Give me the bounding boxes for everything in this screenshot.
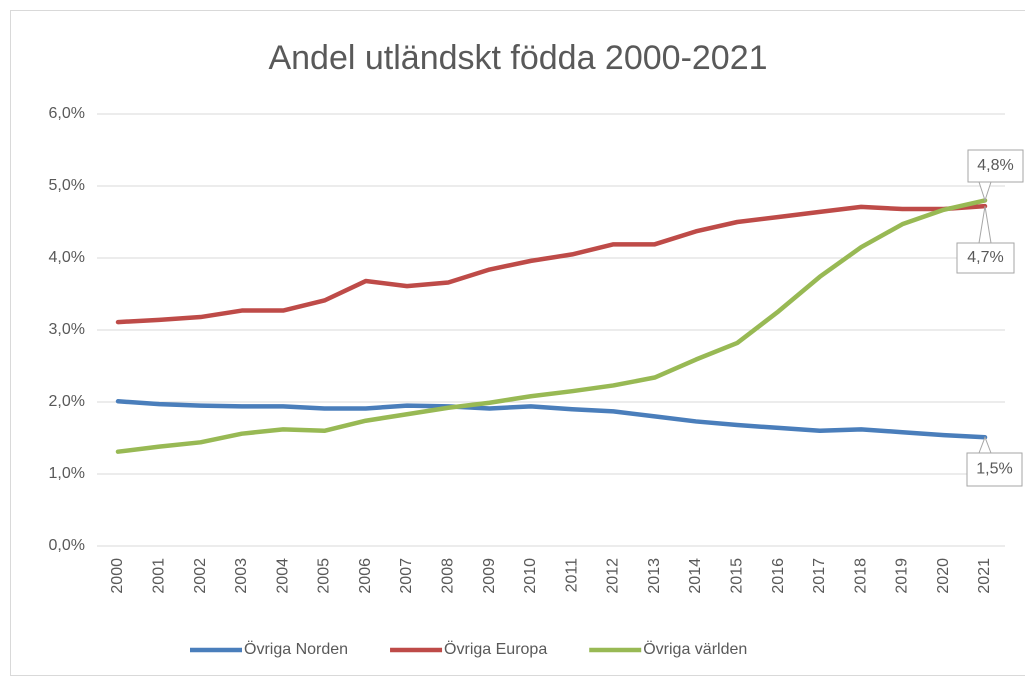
legend-label: Övriga Europa bbox=[444, 640, 547, 658]
y-tick-label: 6,0% bbox=[49, 105, 85, 122]
callout-box bbox=[956, 206, 1015, 274]
y-tick-label: 4,0% bbox=[49, 249, 85, 266]
series-line bbox=[115, 198, 988, 454]
callout-box bbox=[967, 149, 1024, 203]
x-tick-label: 2011 bbox=[563, 558, 580, 593]
x-tick-label: 2020 bbox=[935, 558, 952, 594]
y-tick-label: 1,0% bbox=[49, 465, 85, 482]
x-tick-label: 2003 bbox=[233, 558, 250, 594]
data-label: 1,5% bbox=[976, 461, 1012, 478]
series-line bbox=[115, 203, 988, 325]
x-tick-label: 2014 bbox=[687, 558, 704, 594]
x-tick-label: 2004 bbox=[274, 558, 291, 594]
x-tick-label: 2009 bbox=[481, 558, 498, 594]
data-label: 4,8% bbox=[977, 157, 1013, 174]
x-tick-label: 2002 bbox=[192, 558, 209, 594]
x-tick-label: 2001 bbox=[151, 558, 168, 594]
legend-label: Övriga Norden bbox=[244, 640, 348, 658]
chart-title: Andel utländskt födda 2000-2021 bbox=[268, 39, 767, 77]
x-tick-label: 2015 bbox=[729, 558, 746, 594]
x-tick-label: 2021 bbox=[976, 558, 993, 594]
x-tick-label: 2000 bbox=[109, 558, 126, 594]
x-tick-label: 2013 bbox=[646, 558, 663, 594]
x-tick-label: 2007 bbox=[398, 558, 415, 594]
series-line bbox=[115, 399, 988, 440]
y-tick-label: 3,0% bbox=[49, 321, 85, 338]
y-tick-label: 5,0% bbox=[49, 177, 85, 194]
y-tick-label: 2,0% bbox=[49, 393, 85, 410]
x-tick-label: 2008 bbox=[440, 558, 457, 594]
x-tick-label: 2012 bbox=[605, 558, 622, 594]
data-label: 4,7% bbox=[967, 249, 1003, 266]
callout-box bbox=[966, 435, 1023, 487]
legend-label: Övriga världen bbox=[643, 640, 747, 658]
x-tick-label: 2005 bbox=[316, 558, 333, 594]
x-tick-label: 2018 bbox=[852, 558, 869, 594]
y-tick-label: 0,0% bbox=[49, 537, 85, 554]
chart-frame bbox=[10, 10, 1025, 676]
x-tick-label: 2019 bbox=[894, 558, 911, 594]
x-tick-label: 2016 bbox=[770, 558, 787, 594]
x-tick-label: 2006 bbox=[357, 558, 374, 594]
x-tick-label: 2017 bbox=[811, 558, 828, 594]
x-tick-label: 2010 bbox=[522, 558, 539, 594]
